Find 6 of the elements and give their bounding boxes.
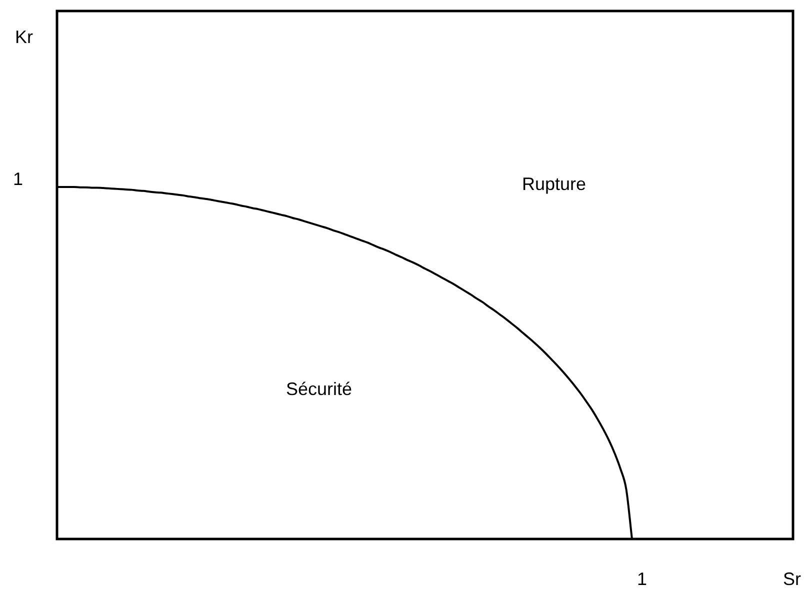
text: 1: [12, 168, 24, 189]
text: Sr: [783, 568, 802, 589]
text: 1: [636, 568, 648, 589]
text: Kr: [15, 26, 34, 47]
annotation: Rupture: [522, 174, 586, 194]
annotation: Sécurité: [286, 378, 352, 399]
